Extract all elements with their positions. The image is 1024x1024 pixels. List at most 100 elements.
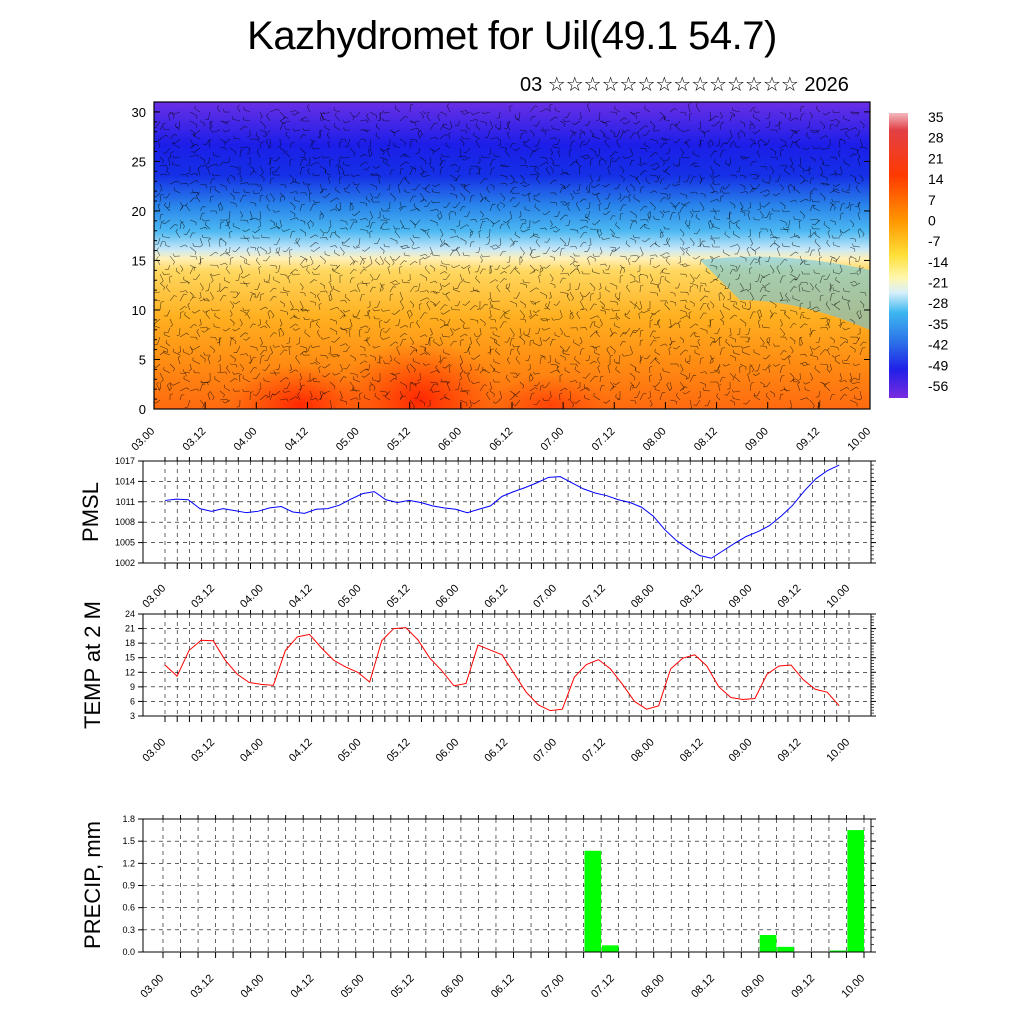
wind-barb-flag <box>463 185 466 189</box>
wind-barb <box>519 164 527 167</box>
wind-barb <box>159 345 168 350</box>
wind-barb <box>688 312 691 320</box>
wind-barb <box>789 273 797 278</box>
wind-barb <box>244 228 251 233</box>
wind-barb <box>239 309 247 314</box>
wind-barb <box>639 285 641 293</box>
wind-barb-flag <box>274 373 277 377</box>
wind-barb <box>289 269 296 275</box>
wind-barb <box>197 168 201 176</box>
wind-barb-flag <box>198 262 202 265</box>
wind-barb-flag <box>289 255 292 258</box>
wind-barb <box>819 165 824 174</box>
wind-barb-flag <box>312 271 314 275</box>
wind-barb <box>686 251 691 257</box>
wind-barb-flag <box>597 315 600 319</box>
wind-barb-flag <box>831 354 835 358</box>
wind-barb-flag <box>206 326 209 330</box>
wind-barb-flag <box>295 237 298 241</box>
wind-barb <box>729 314 735 320</box>
wind-barb <box>219 183 227 188</box>
wind-barb-flag <box>668 346 672 349</box>
wind-barb <box>789 156 794 165</box>
y-tick-label: 30 <box>132 105 146 120</box>
wind-barb <box>732 110 741 113</box>
wind-barb-flag <box>326 355 328 359</box>
wind-barb <box>157 336 161 345</box>
wind-barb-flag <box>528 315 532 318</box>
wind-barb-flag <box>416 319 419 323</box>
wind-barb-flag <box>217 371 221 374</box>
wind-barb <box>709 115 717 122</box>
wind-barb-flag <box>215 251 219 254</box>
wind-barb-flag <box>247 220 249 224</box>
wind-barb <box>859 300 865 306</box>
wind-barb <box>177 357 181 365</box>
wind-barb <box>169 318 173 325</box>
wind-barb <box>389 255 395 263</box>
wind-barb <box>829 293 833 302</box>
wind-barb-flag <box>623 269 626 273</box>
wind-barb <box>659 343 666 347</box>
wind-barb <box>554 246 561 253</box>
wind-barb-flag <box>286 342 290 344</box>
wind-barb-flag <box>331 340 335 343</box>
wind-barb <box>839 387 847 392</box>
wind-barb <box>479 268 484 275</box>
wind-barb <box>662 272 671 275</box>
wind-barb-flag <box>414 261 418 264</box>
wind-barb-flag <box>469 369 472 372</box>
wind-barb-flag <box>855 184 859 188</box>
wind-barb-flag <box>382 394 386 397</box>
wind-barb <box>567 237 571 246</box>
wind-barb <box>808 169 811 176</box>
wind-barb <box>756 174 761 180</box>
wind-barb <box>172 381 181 386</box>
wind-barb <box>279 291 287 294</box>
wind-barb <box>399 201 402 208</box>
wind-barb <box>859 120 865 126</box>
wind-barb <box>733 390 741 393</box>
wind-barb-flag <box>675 122 677 126</box>
wind-barb <box>379 147 385 153</box>
wind-barb-flag <box>412 188 416 191</box>
wind-barb-flag <box>495 348 497 352</box>
wind-barb <box>365 198 371 203</box>
wind-barb-flag <box>487 217 490 221</box>
wind-barb-flag <box>527 368 531 371</box>
wind-barb <box>849 153 855 158</box>
wind-barb-flag <box>441 260 443 264</box>
wind-barb <box>644 237 651 243</box>
wind-barb-flag <box>383 243 385 247</box>
wind-barb <box>729 201 736 206</box>
wind-barb-flag <box>342 171 345 175</box>
wind-barb <box>229 300 235 306</box>
wind-barb <box>593 183 601 188</box>
wind-barb <box>709 198 717 203</box>
wind-barb-flag <box>681 264 685 267</box>
wind-barb-flag <box>542 127 544 131</box>
wind-barb-flag <box>201 234 204 238</box>
wind-barb-flag <box>537 166 539 170</box>
wind-barb-flag <box>761 215 764 219</box>
wind-barb <box>545 169 551 176</box>
wind-barb <box>843 228 851 234</box>
wind-barb-flag <box>784 310 786 314</box>
wind-barb <box>599 385 602 392</box>
wind-barb <box>739 367 741 374</box>
wind-barb <box>859 146 866 149</box>
wind-barb <box>246 336 251 341</box>
wind-barb <box>165 147 171 154</box>
wind-barb <box>529 314 536 320</box>
wind-barb-flag <box>519 256 523 259</box>
wind-barb <box>654 359 661 365</box>
wind-barb <box>829 345 838 348</box>
wind-barb-flag <box>445 243 449 246</box>
wind-barb <box>457 120 461 126</box>
wind-barb <box>339 138 346 140</box>
wind-barb <box>504 150 511 158</box>
wind-barb-flag <box>773 364 776 367</box>
wind-barb-flag <box>520 229 523 233</box>
wind-barb <box>683 246 691 250</box>
wind-barb <box>209 187 212 194</box>
